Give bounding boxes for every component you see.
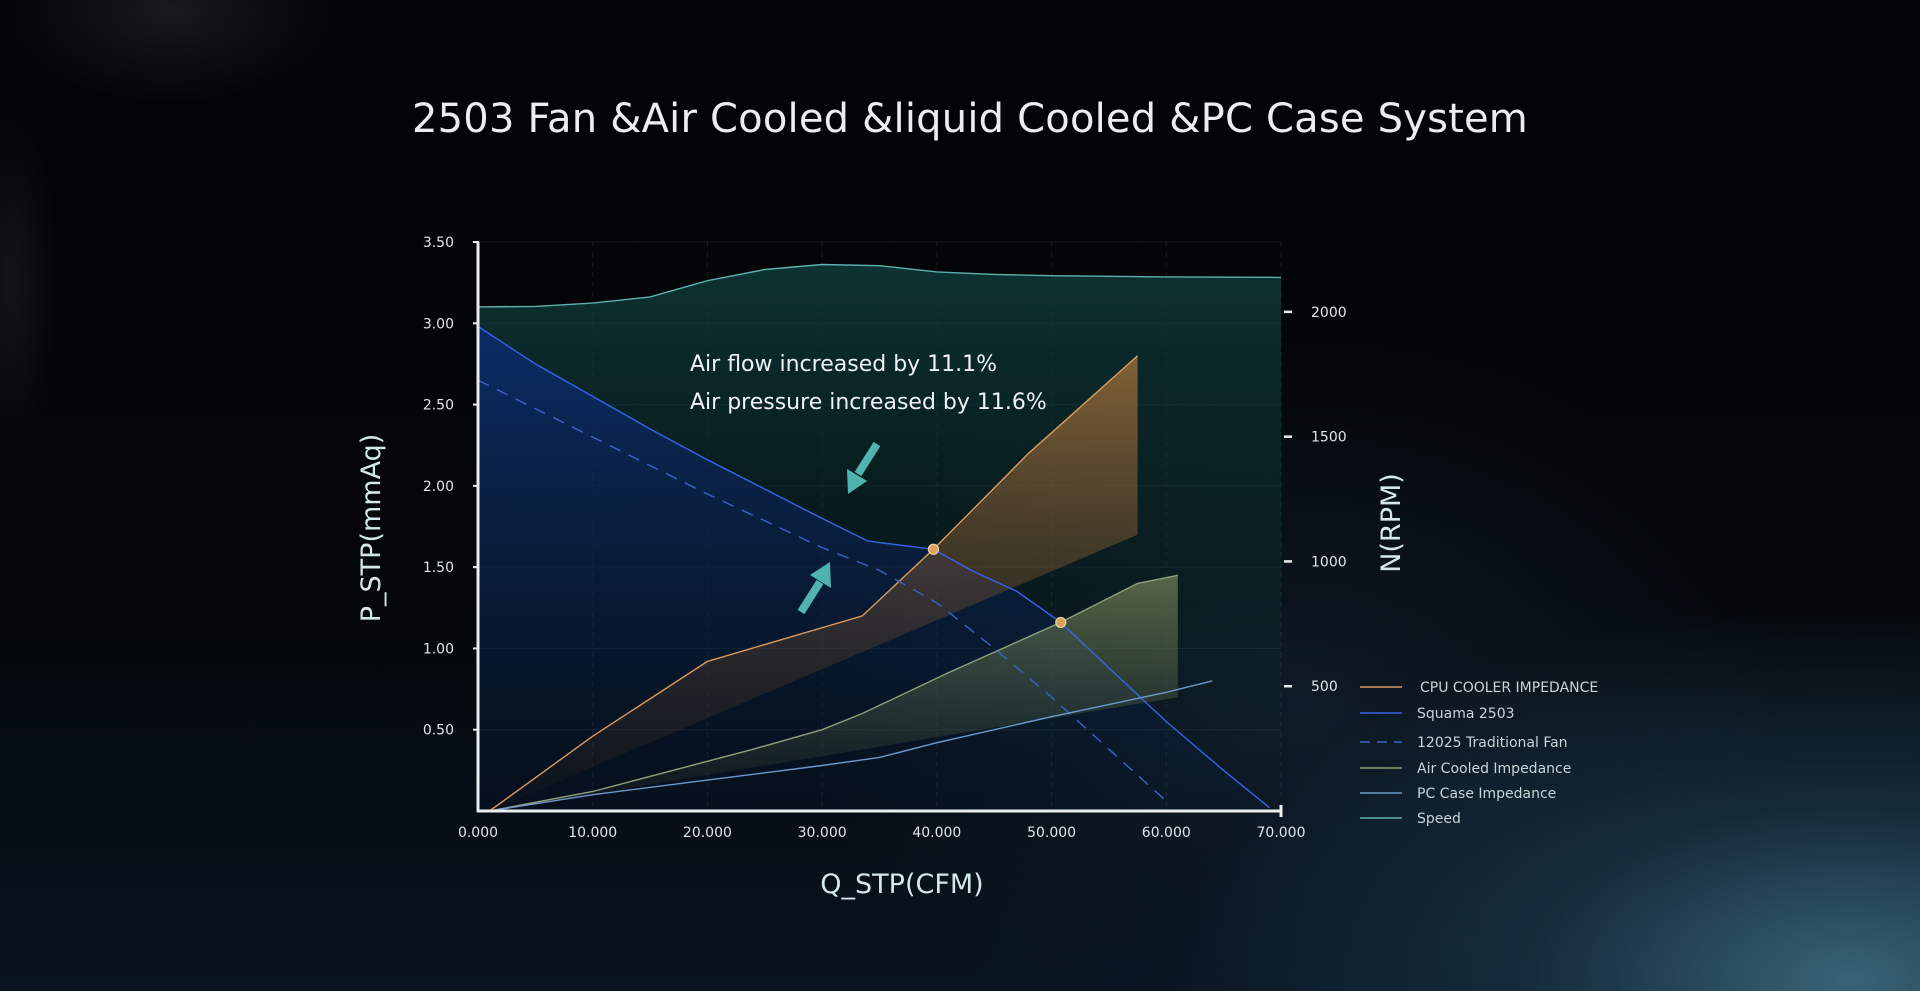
series-fills [478,264,1281,811]
line-squama-2503 [477,325,1270,809]
y-tick-label: 2.50 [423,398,454,414]
legend-label-pc-case-impedance: PC Case Impedance [1417,786,1556,802]
x-tick-label: 10.000 [568,825,617,841]
legend-label-speed: Speed [1417,811,1461,827]
x-axis-title: Q_STP(CFM) [820,869,983,900]
y2-tick-label: 500 [1311,679,1338,695]
y-axis-title: P_STP(mmAq) [356,434,387,623]
y-tick-label: 0.50 [423,723,454,739]
y2-axis-title: N(RPM) [1376,473,1407,573]
y2-tick-label: 1000 [1311,554,1347,570]
y-tick-label: 1.50 [423,560,454,576]
legend-label-squama-2503: Squama 2503 [1417,706,1515,722]
x-tick-label: 20.000 [683,825,732,841]
y2-tick-label: 2000 [1311,305,1347,321]
legend-label-cpu-cooler-impedance: CPU COOLER IMPEDANCE [1420,680,1598,696]
y-tick-label: 2.00 [423,479,454,495]
y-tick-label: 1.00 [423,641,454,657]
x-tick-label: 40.000 [912,825,961,841]
line-speed [477,263,1282,308]
y-tick-label: 3.00 [423,316,454,332]
annotation-airflow: Air flow increased by 11.1% [690,352,997,377]
line-pc-case-impedance [489,680,1213,812]
area-cpu-cooler-impedance [489,355,1138,811]
x-tick-label: 60.000 [1142,825,1191,841]
line-air-cooled-impedance [489,574,1178,812]
y-tick-label: 3.50 [423,235,454,251]
x-tick-label: 50.000 [1027,825,1076,841]
axes: 0.50 1.00 1.50 2.00 2.50 3.00 3.50 0.000 10.000 2… [423,235,1347,841]
arrow-up-icon [797,562,831,615]
y2-tick-label: 1500 [1311,430,1347,446]
legend: CPU COOLER IMPEDANCE Squama 2503 12025 Tra… [1360,680,1598,827]
arrow-down-icon [847,441,881,494]
legend-label-air-cooled-impedance: Air Cooled Impedance [1417,761,1571,777]
chart-title: 2503 Fan &Air Cooled &liquid Cooled &PC … [412,96,1528,142]
area-air-cooled-impedance [489,575,1178,811]
series-lines [477,263,1282,812]
operating-points [927,543,1067,629]
legend-label-12025-traditional-fan: 12025 Traditional Fan [1417,735,1568,751]
x-tick-label: 70.000 [1257,825,1306,841]
line-cpu-cooler-impedance [489,355,1139,812]
line-12025-traditional-fan [477,379,1167,802]
operating-point [1055,616,1067,629]
x-tick-label: 0.000 [458,825,498,841]
x-tick-label: 30.000 [798,825,847,841]
operating-point [927,543,940,555]
annotation-pressure: Air pressure increased by 11.6% [690,390,1047,415]
